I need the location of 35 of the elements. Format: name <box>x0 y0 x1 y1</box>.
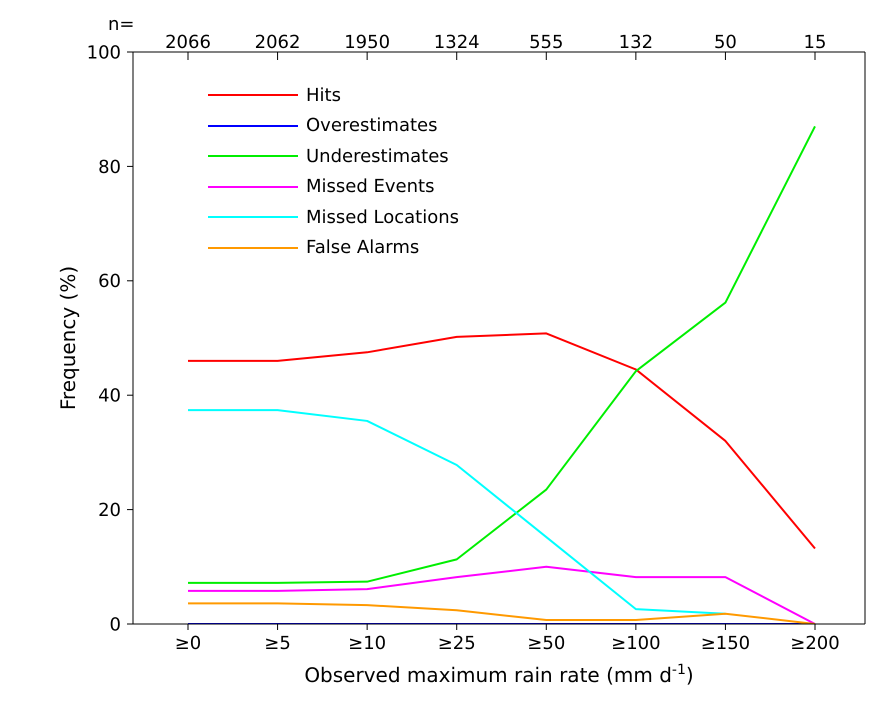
annotation: 132 <box>618 32 654 53</box>
line-series <box>187 332 816 550</box>
legend-label: Overestimates <box>306 115 438 136</box>
y-tick-label: 80 <box>98 156 121 178</box>
legend-label: Underestimates <box>306 146 449 167</box>
annotation: 2066 <box>165 32 211 53</box>
y-tick-label: 0 <box>110 614 121 636</box>
legend-label: False Alarms <box>306 237 420 258</box>
y-tick-label: 20 <box>98 500 121 521</box>
line-series <box>187 602 816 624</box>
x-axis-title: Observed maximum rain rate (mm d$^{-1}$) <box>304 662 694 687</box>
text: n= <box>108 14 134 35</box>
legend-label: Hits <box>306 84 341 106</box>
x-tick-label: ≥5 <box>264 632 291 654</box>
x-tick-label: ≥0 <box>174 632 202 654</box>
y-tick-label: 40 <box>98 386 121 407</box>
y-axis-title: Frequency (%) <box>56 266 80 410</box>
annotation: 555 <box>529 32 564 53</box>
legend-label: Missed Events <box>306 176 434 198</box>
annotation: 15 <box>804 32 826 53</box>
line-series <box>187 409 726 615</box>
x-tick-label: ≥25 <box>438 632 476 654</box>
x-tick-label: ≥50 <box>527 632 566 654</box>
line-series <box>187 566 816 624</box>
x-tick-label: ≥150 <box>700 632 750 654</box>
x-tick-label: ≥200 <box>790 632 840 654</box>
annotation: 1324 <box>434 32 480 53</box>
legend-label: Missed Locations <box>306 206 460 228</box>
x-tick-label: ≥10 <box>348 632 386 654</box>
annotation: 2062 <box>254 32 300 53</box>
annotation: 1950 <box>344 32 390 53</box>
annotation: 50 <box>714 32 737 53</box>
x-tick-label: ≥100 <box>611 632 661 654</box>
y-tick-label: 100 <box>86 42 121 64</box>
y-tick-label: 60 <box>98 271 121 292</box>
